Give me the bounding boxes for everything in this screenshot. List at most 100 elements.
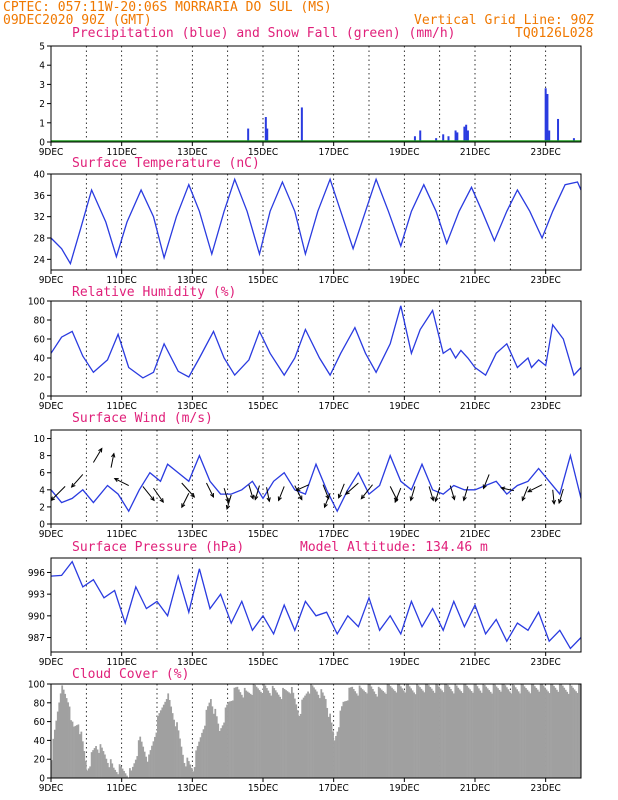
cloud-bar [542,685,545,778]
wind-frame [50,429,582,525]
cloud-bar [106,762,109,778]
wind-arrow-head [344,490,350,495]
cloud-bar [59,693,62,778]
wind-arrow [181,482,195,498]
cloud-bar [183,762,186,778]
temperature-xtick-label: 15DEC [248,275,278,286]
cloud-bar [535,687,538,778]
cloud-bar [307,691,309,778]
cloud-bar [237,689,240,778]
cloud-bar [299,713,302,778]
cloud-bar [533,686,536,778]
cloud-bar [192,771,195,778]
pressure-ytick-label: 993 [28,590,45,601]
cloud-bar [408,686,411,778]
cloud-bar [187,761,190,778]
cloud-bar [461,692,464,778]
cloud-bar [485,686,488,778]
cloud-bar [411,690,414,778]
cloud-bar [313,687,315,778]
cloud-bar [84,760,87,778]
wind-ytick-label: 8 [39,451,45,462]
cloud-bar [394,690,396,778]
cloud-bar [220,728,223,778]
wind-arrow-head [323,503,328,509]
cloud-bar [99,744,102,778]
wind-arrow [394,487,402,503]
temperature-xtick-label: 21DEC [460,275,490,286]
precip-panel: 0 1 2 3 4 5 9DEC 11DEC 13DEC 15DEC 17DEC 19DEC 21DEC… [39,42,582,158]
cloud-bar [367,684,370,778]
cloud-bar [564,689,567,778]
wind-arrow-head [277,496,282,502]
cloud-bar [242,697,245,778]
cloud-bar [545,689,548,778]
cloud-bar [504,685,507,778]
cloud-bar [121,768,124,778]
cloud-bar [293,698,296,778]
wind-arrow-head [209,492,214,499]
cloud-bar [360,687,362,778]
cloud-bar [64,693,67,778]
cloud-bar [51,760,53,778]
cloud-bar [224,707,227,778]
cloud-bar [184,766,187,778]
cloud-bar [71,721,74,778]
wind-arrow-head [482,484,487,490]
cloud-bar [382,691,385,778]
cloud-bar [338,727,340,778]
cloud-bar [430,688,433,778]
cloud-bar [541,684,544,778]
cloud-bar [389,686,392,778]
cloud-bar [444,684,446,778]
wind-arrow [338,483,345,499]
wind-arrow-head [295,486,301,491]
cloud-bar [361,689,364,778]
cloud-bar [282,687,284,778]
precip-ytick-label: 5 [39,42,45,53]
cloud-bar [442,692,445,778]
cloud-bar [152,741,155,778]
cloud-bar [458,689,461,778]
cloud-bar [343,701,346,778]
wind-arrow [294,485,303,500]
pressure-xtick-label: 23DEC [530,657,560,668]
cloud-bar [374,694,377,778]
cloud-bar [346,700,349,778]
cloud-bar [370,686,373,778]
cloud-bar [210,699,212,778]
cloud-bar [539,684,542,778]
cloud-bar [510,693,513,778]
precip-bar [413,136,416,142]
cloud-bar [420,688,423,778]
wind-arrow-head [298,495,303,501]
cloud-bar [575,691,577,778]
pressure-altitude-note: Model Altitude: 134.46 m [300,540,488,555]
cloud-bar [148,754,150,778]
cloud-bar [536,689,539,778]
humidity-xtick-label: 23DEC [530,401,560,412]
cloud-xtick-label: 17DEC [318,783,348,794]
cloud-bar [310,684,312,778]
cloud-bar [285,690,287,778]
humidity-title: Relative Humidity (%) [72,285,236,300]
cloud-bar [514,687,517,778]
wind-panel: 0 2 4 6 8 10 9DEC 11DEC 13DEC 15DEC 17DEC 19DEC 21DE… [34,429,582,540]
precip-xtick-label: 11DEC [106,147,136,158]
cloud-bar [255,686,258,778]
wind-arrow-head [98,447,103,453]
cloud-bar [58,702,61,778]
wind-arrow-head [551,499,556,505]
cloud-bar [182,754,184,778]
humidity-xtick-label: 13DEC [177,401,207,412]
cloud-bar [466,685,468,778]
temperature-xtick-label: 17DEC [318,275,348,286]
cloud-bar [404,692,407,778]
cloud-frame [50,683,582,779]
cloud-bar [410,688,412,778]
cloud-xtick-label: 21DEC [460,783,490,794]
cloud-bar [551,684,554,778]
temperature-ytick-label: 28 [34,234,46,245]
humidity-ytick-label: 100 [28,297,45,308]
wind-arrow-head [394,498,399,504]
